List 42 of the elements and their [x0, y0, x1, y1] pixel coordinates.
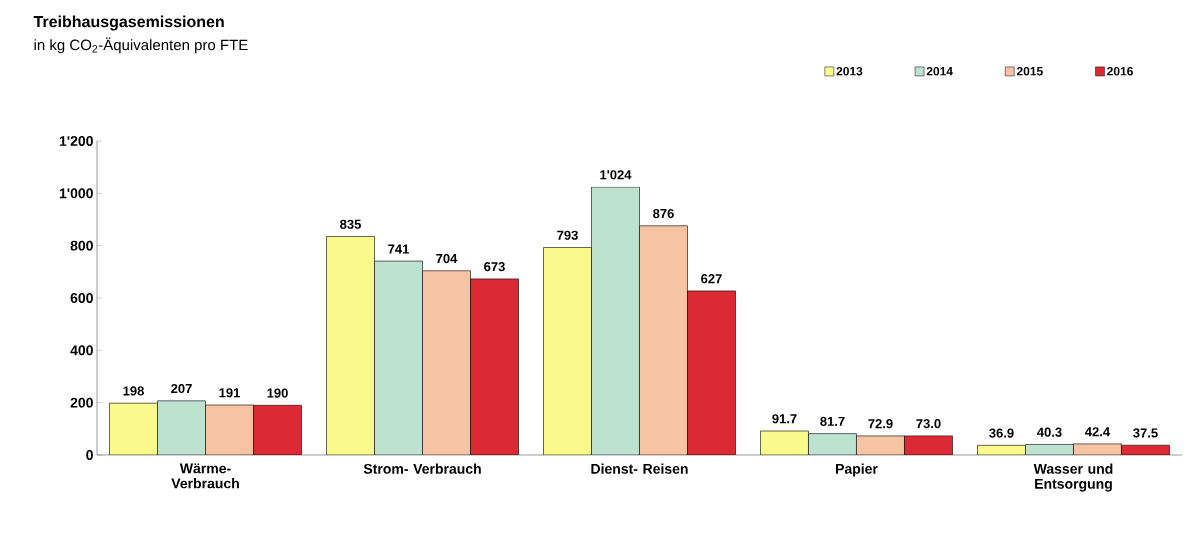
y-tick-label: 800	[70, 240, 93, 251]
data-label: 741	[388, 244, 409, 254]
y-tick-label: 0	[86, 450, 93, 460]
bar	[109, 403, 158, 455]
data-label: 42.4	[1085, 427, 1111, 437]
data-label: 673	[484, 262, 505, 272]
bar	[543, 247, 592, 455]
data-label: 40.3	[1037, 427, 1062, 437]
y-tick-label: 1'000	[59, 188, 93, 199]
data-label: 191	[219, 388, 240, 398]
x-tick-label: Dienst- Reisen	[591, 463, 688, 474]
chart-title: Treibhausgasemissionen	[33, 15, 224, 31]
data-label: 198	[123, 386, 144, 396]
x-tick-label: Strom- Verbrauch	[363, 463, 481, 474]
data-label: 793	[557, 230, 578, 240]
y-tick-label: 200	[70, 397, 93, 408]
data-label: 37.5	[1133, 428, 1158, 438]
y-tick-label: 600	[70, 293, 93, 303]
x-tick-label: Wasser und Entsorgung	[1033, 463, 1113, 492]
data-label: 835	[340, 219, 361, 229]
legend-label: 2014	[926, 66, 953, 76]
data-label: 91.7	[772, 414, 797, 424]
data-label: 36.9	[989, 428, 1014, 438]
data-label: 627	[701, 274, 722, 284]
data-label: 876	[653, 208, 674, 219]
y-tick-label: 400	[70, 345, 93, 356]
legend-label: 2015	[1016, 66, 1043, 76]
bar	[326, 236, 375, 455]
data-label: 72.9	[868, 419, 893, 429]
data-label: 704	[436, 253, 458, 264]
bar	[760, 430, 809, 455]
data-label: 190	[267, 388, 288, 398]
data-label: 207	[171, 383, 192, 394]
chart-subtitle: in kg CO$_{2}$-Äquivalenten pro FTE	[34, 37, 248, 54]
x-tick-label: Papier	[836, 463, 878, 477]
legend-label: 2016	[1107, 66, 1133, 76]
data-label: 1'024	[600, 170, 632, 180]
x-tick-label: Wärme- Verbrauch	[171, 463, 239, 489]
data-label: 81.7	[820, 416, 845, 426]
data-label: 73.0	[916, 419, 941, 429]
legend-label: 2013	[836, 66, 863, 76]
y-tick-label: 1'200	[59, 136, 93, 146]
